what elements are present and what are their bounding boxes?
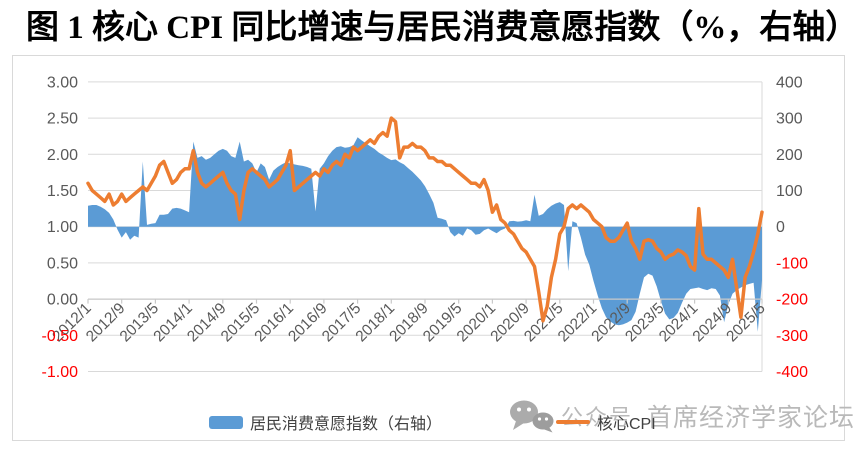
right-axis-tick-label: 0: [776, 219, 785, 236]
legend-item-consumption: 居民消费意愿指数（右轴）: [209, 410, 442, 434]
left-axis-tick-label: -1.00: [42, 364, 79, 381]
left-axis-tick-label: 2.00: [47, 147, 78, 164]
watermark-account-label: 公众号: [561, 405, 634, 430]
watermark: 公众号 首席经济学家论坛: [509, 398, 855, 434]
legend-label-consumption: 居民消费意愿指数（右轴）: [250, 416, 443, 433]
right-axis-tick-label: -200: [776, 292, 808, 309]
right-axis-tick-label: 300: [776, 111, 803, 128]
left-axis-tick-label: 1.50: [47, 183, 78, 200]
left-axis-tick-label: 3.00: [47, 74, 78, 91]
left-axis-tick-label: 0.50: [47, 255, 78, 272]
wechat-icon: [510, 400, 554, 433]
watermark-name: 首席经济学家论坛: [647, 404, 856, 432]
right-axis-tick-label: -100: [776, 255, 808, 272]
right-axis-tick-label: 400: [776, 74, 803, 91]
left-axis-tick-label: 2.50: [47, 111, 78, 128]
legend-swatch-core-cpi-line: [556, 420, 590, 424]
figure-title: 图 1 核心 CPI 同比增速与居民消费意愿指数（%，右轴）: [26, 10, 859, 46]
left-axis-tick-label: 0.00: [47, 292, 78, 309]
legend-item-core-cpi: 核心CPI: [556, 410, 656, 434]
consumption-willingness-area-series: [88, 137, 762, 332]
legend-label-core-cpi: 核心CPI: [597, 416, 656, 433]
left-axis-tick-label: 1.00: [47, 219, 78, 236]
core-cpi-line-series: [86, 116, 764, 323]
left-axis-tick-label: -0.50: [42, 328, 79, 345]
legend-swatch-consumption-area: [209, 415, 243, 429]
right-axis-tick-label: -400: [776, 364, 808, 381]
right-axis-tick-label: 200: [776, 147, 803, 164]
right-axis-tick-label: 100: [776, 183, 803, 200]
right-axis-tick-label: -300: [776, 328, 808, 345]
